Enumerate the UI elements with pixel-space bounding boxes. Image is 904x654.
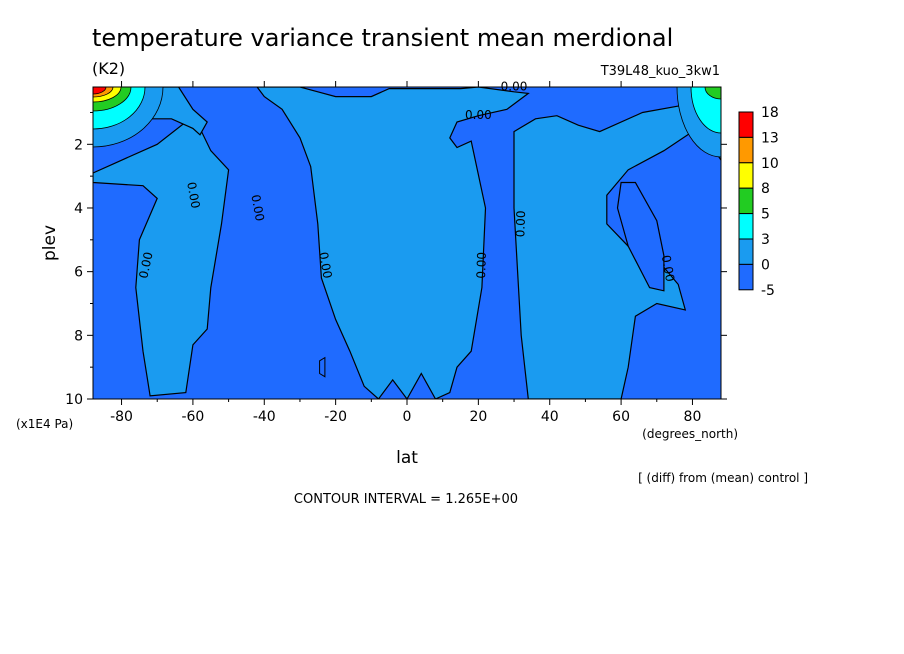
contour-label: 0.00	[316, 251, 334, 280]
contour-label: 0.00	[184, 181, 202, 210]
y-axis-units: (x1E4 Pa)	[16, 417, 73, 431]
run-id-label: T39L48_kuo_3kw1	[600, 64, 720, 79]
y-axis: 2 4 6 8 10	[65, 111, 727, 408]
contour-label: 0.00	[136, 251, 155, 280]
contour-label: 0.00	[659, 254, 677, 283]
colorbar-swatch	[738, 162, 754, 189]
region-equatorial-core	[256, 87, 530, 399]
colorbar-level-label: 18	[761, 105, 779, 121]
colorbar-swatch	[738, 136, 754, 164]
x-axis: -80 -60 -40 -20 0 20 40 60 80	[110, 81, 701, 425]
colorbar-level-label: 0	[761, 257, 770, 273]
contour-interval: CONTOUR INTERVAL = 1.265E+00	[294, 492, 518, 507]
x-tick-label: -20	[324, 409, 347, 425]
colorbar-swatch	[738, 111, 754, 138]
diff-note: [ (diff) from (mean) control ]	[638, 471, 808, 485]
colorbar-level-label: 5	[761, 207, 770, 223]
x-tick-label: 0	[403, 409, 412, 425]
x-tick-label: 60	[612, 409, 630, 425]
contour-label: 0.00	[248, 194, 266, 223]
chart-title: temperature variance transient mean merd…	[92, 24, 673, 52]
region-small-island	[319, 356, 326, 378]
colorbar-swatch	[738, 213, 754, 240]
y-tick-label: 6	[74, 265, 83, 281]
y-axis-label: plev	[40, 225, 60, 261]
north-max-ring-2	[704, 87, 721, 100]
x-tick-label: 80	[684, 409, 702, 425]
colorbar-level-label: 10	[761, 156, 779, 172]
colorbar-swatch	[738, 263, 754, 291]
region-north-band	[513, 98, 701, 399]
contour-label: 0.00	[465, 108, 492, 122]
y-tick-label: 2	[74, 137, 83, 153]
y-tick-label: 4	[74, 201, 83, 217]
contour-label: 0.00	[474, 252, 489, 279]
colorbar-level-label: 8	[761, 181, 770, 197]
y-tick-label: 8	[74, 328, 83, 344]
colorbar-level-label: 3	[761, 232, 770, 248]
units-label: (K2)	[92, 59, 125, 78]
x-tick-label: 20	[469, 409, 487, 425]
contour-label: 0.00	[513, 210, 528, 237]
colorbar-level-label: 13	[761, 130, 779, 146]
x-axis-label: lat	[396, 448, 418, 468]
south-max-ring-5	[93, 87, 107, 95]
contour-field	[93, 87, 721, 399]
contour-labels: 0.000.00 0.000.00 0.000.000.000.000.00	[136, 80, 677, 283]
colorbar: 18 13 10 8 5 3 0 -5	[738, 105, 779, 299]
region-north-island	[616, 181, 665, 292]
colorbar-swatch	[738, 187, 754, 215]
x-axis-units: (degrees_north)	[642, 427, 738, 441]
colorbar-level-label: -5	[761, 283, 775, 299]
x-tick-label: -80	[110, 409, 133, 425]
y-tick-label: 10	[65, 392, 83, 408]
x-tick-label: -60	[181, 409, 204, 425]
north-max-ring-1	[690, 87, 721, 134]
x-tick-label: 40	[541, 409, 559, 425]
x-tick-label: -40	[253, 409, 276, 425]
colorbar-swatch	[738, 238, 754, 265]
